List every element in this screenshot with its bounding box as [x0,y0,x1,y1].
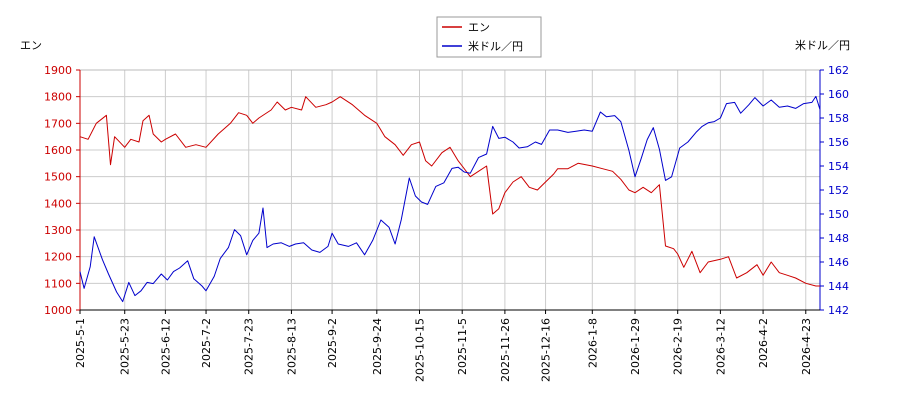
y-right-tick-label: 156 [828,136,849,149]
x-tick-label: 2025-12-16 [540,318,553,382]
x-tick-label: 2025-7-2 [200,318,213,368]
y-left-tick-label: 1900 [44,64,72,77]
x-tick-label: 2025-5-23 [119,318,132,375]
legend-box [436,16,542,58]
y-left-axis-label: エン [20,39,42,52]
y-right-tick-label: 146 [828,256,849,269]
series-lines [79,95,821,303]
x-tick-label: 2025-5-1 [74,318,87,368]
x-tick-label: 2025-7-23 [243,318,256,375]
x-tick-label: 2025-11-5 [456,318,469,375]
y-left-tick-label: 1400 [44,197,72,210]
x-tick-label: 2025-9-24 [371,318,384,375]
grid [79,69,820,311]
y-left-tick-label: 1200 [44,251,72,264]
x-tick-label: 2026-3-12 [714,318,727,375]
y-right-axis-label: 米ドル／円 [795,39,850,52]
legend-label-en: エン [468,21,490,34]
x-tick-label: 2026-2-19 [672,318,685,375]
y-right-tick-label: 148 [828,232,849,245]
x-tick-label: 2026-1-29 [629,318,642,375]
x-tick-label: 2025-9-2 [326,318,339,368]
x-tick-label: 2026-1-8 [586,318,599,368]
series-line-usdjpy [79,95,821,303]
y-left-tick-label: 1500 [44,171,72,184]
plot-frame [79,69,821,311]
y-left-tick-label: 1300 [44,224,72,237]
x-tick-label: 2026-4-2 [757,318,770,368]
y-left-tick-label: 1100 [44,277,72,290]
x-tick-label: 2025-11-26 [499,318,512,382]
y-right-tick-label: 154 [828,160,849,173]
y-left-tick-label: 1700 [44,117,72,130]
y-right-tick-label: 162 [828,64,849,77]
y-left-tick-label: 1000 [44,304,72,317]
legend-label-usdjpy: 米ドル／円 [468,40,523,53]
x-tick-label: 2025-6-12 [159,318,172,375]
axes: 1000 1100 1200 1300 1400 1500 1600 1700 1800 1900… [44,64,849,382]
y-left-tick-label: 1600 [44,144,72,157]
y-right-tick-label: 150 [828,208,849,221]
x-tick-label: 2025-8-13 [285,318,298,375]
y-right-tick-label: 160 [828,88,849,101]
legend: エン 米ドル／円 [436,16,542,58]
x-tick-label: 2025-10-15 [414,318,427,382]
series-line-en [79,96,820,287]
y-right-tick-label: 142 [828,304,849,317]
y-right-tick-label: 144 [828,280,849,293]
x-tick-label: 2026-4-23 [800,318,813,375]
y-left-tick-label: 1800 [44,91,72,104]
y-right-tick-label: 152 [828,184,849,197]
y-right-tick-label: 158 [828,112,849,125]
